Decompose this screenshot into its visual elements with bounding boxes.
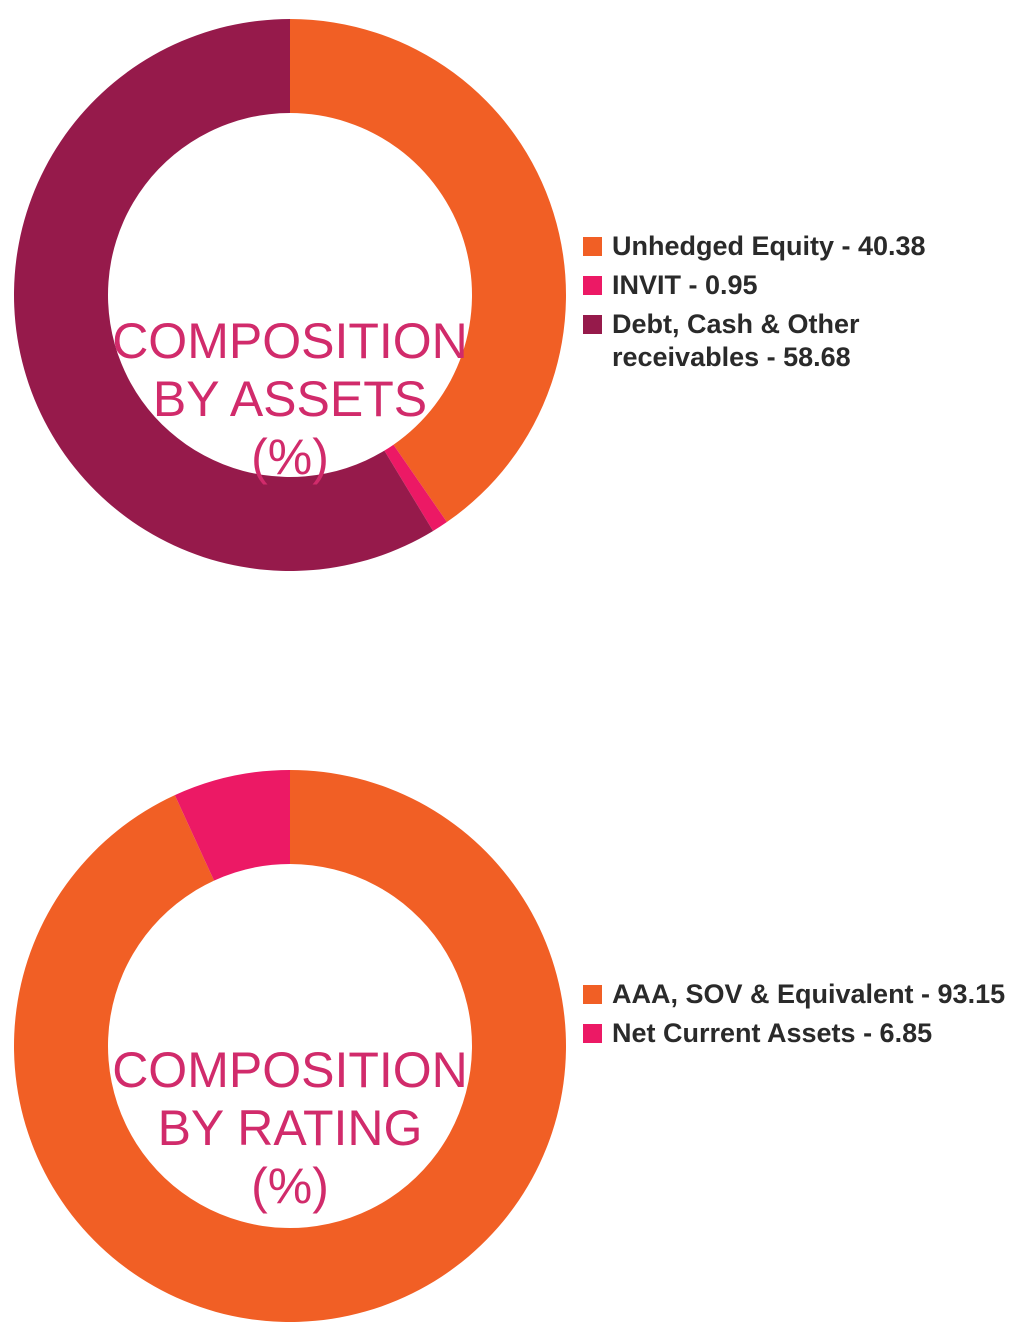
legend-label: Debt, Cash & Other receivables - 58.68 <box>612 309 860 372</box>
donut-rating <box>14 770 567 1322</box>
legend-label: Net Current Assets - 6.85 <box>612 1018 933 1048</box>
legend-item: Debt, Cash & Other receivables - 58.68 <box>583 308 1013 374</box>
donut-slice-1 <box>14 770 567 1322</box>
center-label-line: COMPOSITION <box>112 313 468 369</box>
legend-swatch <box>583 1024 602 1043</box>
legend-label: Unhedged Equity - 40.38 <box>612 231 926 261</box>
donut-center-label-rating: COMPOSITION BY RATING (%) <box>80 1041 500 1215</box>
legend-item: INVIT - 0.95 <box>583 269 1013 302</box>
legend-swatch <box>583 237 602 256</box>
legend-rating: AAA, SOV & Equivalent - 93.15 Net Curren… <box>583 978 1013 1056</box>
center-label-line: BY ASSETS <box>152 371 428 427</box>
center-label-line: (%) <box>251 1158 329 1214</box>
donut-slice-1 <box>290 19 566 523</box>
donut-assets <box>14 19 566 571</box>
center-label-line: (%) <box>251 429 329 485</box>
legend-item: Unhedged Equity - 40.38 <box>583 230 1013 263</box>
legend-swatch <box>583 315 602 334</box>
chart-composition-by-rating: COMPOSITION BY RATING (%) AAA, SOV & Equ… <box>0 760 1021 1340</box>
legend-item: AAA, SOV & Equivalent - 93.15 <box>583 978 1013 1011</box>
donut-slice-3 <box>14 19 434 571</box>
legend-swatch <box>583 985 602 1004</box>
donut-slice-2 <box>384 444 447 532</box>
legend-label: INVIT - 0.95 <box>612 270 758 300</box>
chart-composition-by-assets: COMPOSITION BY ASSETS (%) Unhedged Equit… <box>0 0 1021 600</box>
center-label-line: BY RATING <box>157 1100 423 1156</box>
legend-assets: Unhedged Equity - 40.38 INVIT - 0.95 Deb… <box>583 230 1013 380</box>
donut-center-label-assets: COMPOSITION BY ASSETS (%) <box>80 312 500 486</box>
legend-label: AAA, SOV & Equivalent - 93.15 <box>612 979 1006 1009</box>
legend-swatch <box>583 276 602 295</box>
legend-item: Net Current Assets - 6.85 <box>583 1017 1013 1050</box>
center-label-line: COMPOSITION <box>112 1042 468 1098</box>
donut-slice-2 <box>174 770 290 881</box>
